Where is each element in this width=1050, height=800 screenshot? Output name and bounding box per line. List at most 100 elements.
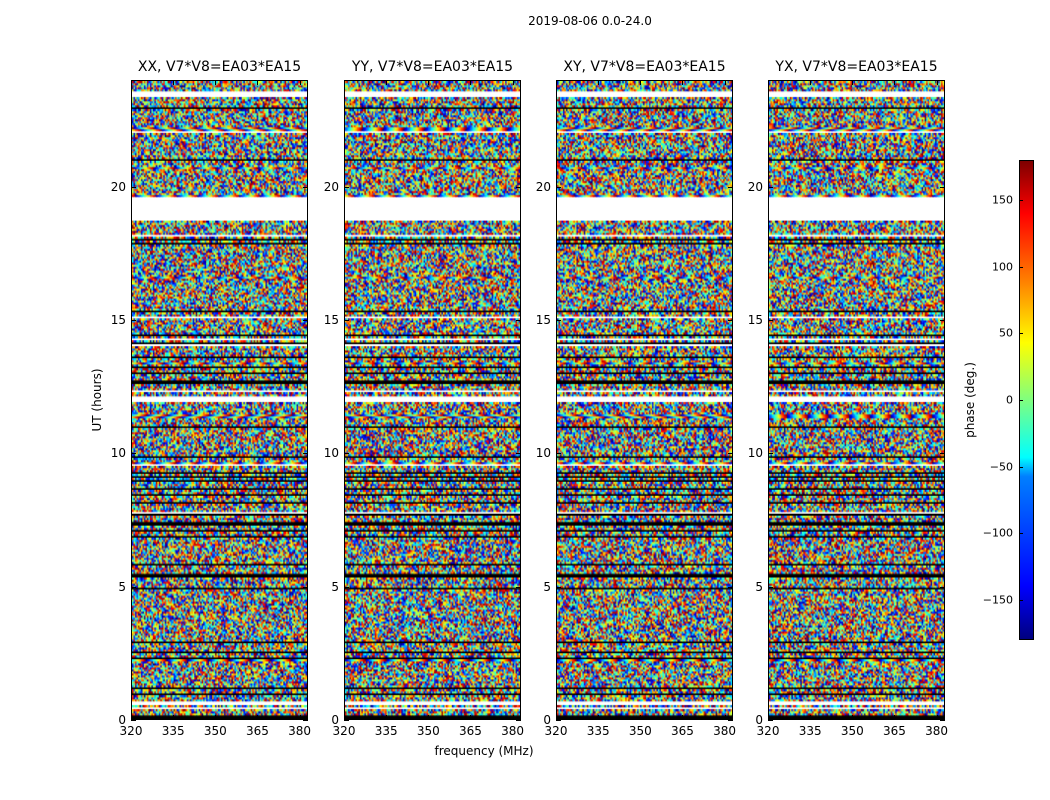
colorbar-tick-mark bbox=[1019, 333, 1023, 335]
x-tick-mark bbox=[512, 80, 514, 85]
y-tick-label: 20 bbox=[110, 179, 126, 194]
y-tick-label: 15 bbox=[323, 313, 339, 327]
y-tick-label: 0 bbox=[118, 713, 126, 727]
x-tick-mark bbox=[852, 80, 854, 85]
x-tick-mark bbox=[810, 715, 812, 720]
y-tick-mark bbox=[516, 453, 521, 455]
y-tick-mark bbox=[940, 320, 945, 321]
x-tick-label: 350 bbox=[840, 724, 864, 738]
x-tick-mark bbox=[299, 715, 301, 720]
x-tick-mark bbox=[556, 80, 557, 85]
y-tick-mark bbox=[131, 720, 136, 721]
y-tick-mark bbox=[344, 320, 349, 321]
x-tick-mark bbox=[299, 80, 301, 85]
y-tick-label: 15 bbox=[747, 313, 763, 327]
x-tick-mark bbox=[852, 715, 854, 720]
x-tick-mark bbox=[556, 715, 557, 720]
panel-title: YY, V7*V8=EA03*EA15 bbox=[351, 59, 514, 75]
y-tick-mark bbox=[768, 320, 773, 321]
y-tick-mark bbox=[303, 720, 308, 721]
heatmap-panel-2 bbox=[344, 80, 521, 720]
x-tick-label: 335 bbox=[586, 724, 610, 738]
x-tick-mark bbox=[724, 715, 726, 720]
heatmap-cells bbox=[132, 81, 307, 719]
y-tick-label: 5 bbox=[755, 579, 763, 594]
x-tick-mark bbox=[173, 80, 175, 85]
y-tick-mark bbox=[303, 320, 308, 321]
x-tick-mark bbox=[344, 715, 345, 720]
y-tick-mark bbox=[303, 453, 308, 455]
y-tick-mark bbox=[556, 320, 561, 321]
heatmap-panel-3 bbox=[556, 80, 733, 720]
x-tick-mark bbox=[810, 80, 812, 85]
y-tick-mark bbox=[344, 720, 349, 721]
y-tick-mark bbox=[344, 586, 349, 588]
x-tick-mark bbox=[428, 80, 430, 85]
heatmap-cells bbox=[557, 81, 732, 719]
colorbar-label: phase (deg.) bbox=[963, 362, 977, 438]
colorbar-tick-mark bbox=[1019, 600, 1023, 601]
colorbar-tick-mark bbox=[1019, 533, 1023, 535]
x-tick-label: 320 bbox=[119, 724, 143, 738]
x-tick-mark bbox=[936, 715, 938, 720]
y-tick-label: 5 bbox=[331, 579, 339, 594]
y-tick-mark bbox=[516, 186, 521, 188]
y-tick-mark bbox=[556, 586, 561, 588]
y-tick-label: 15 bbox=[535, 313, 551, 327]
x-tick-mark bbox=[215, 715, 217, 720]
y-tick-mark bbox=[940, 186, 945, 188]
heatmap-panel-1 bbox=[131, 80, 308, 720]
y-tick-mark bbox=[940, 720, 945, 721]
y-tick-mark bbox=[131, 453, 136, 455]
x-tick-mark bbox=[428, 715, 430, 720]
y-tick-mark bbox=[768, 720, 773, 721]
x-tick-label: 320 bbox=[544, 724, 568, 738]
x-tick-label: 335 bbox=[161, 724, 185, 738]
colorbar-tick-label: −150 bbox=[982, 593, 1013, 607]
x-tick-mark bbox=[257, 715, 259, 720]
y-tick-mark bbox=[768, 453, 773, 455]
x-tick-mark bbox=[344, 80, 345, 85]
x-tick-mark bbox=[512, 715, 514, 720]
colorbar-tick-mark bbox=[1019, 466, 1023, 468]
y-axis-label: UT (hours) bbox=[90, 368, 104, 432]
y-tick-mark bbox=[768, 586, 773, 588]
x-tick-mark bbox=[386, 80, 388, 85]
heatmap-panel-4 bbox=[768, 80, 945, 720]
y-tick-label: 10 bbox=[110, 446, 126, 461]
y-tick-label: 10 bbox=[323, 446, 339, 461]
y-tick-label: 0 bbox=[543, 713, 551, 727]
x-tick-label: 335 bbox=[798, 724, 822, 738]
heatmap-cells bbox=[345, 81, 520, 719]
y-tick-mark bbox=[556, 720, 561, 721]
colorbar-tick-label: −100 bbox=[982, 526, 1013, 540]
y-tick-mark bbox=[556, 186, 561, 188]
x-tick-label: 320 bbox=[756, 724, 780, 738]
heatmap-cells bbox=[769, 81, 944, 719]
x-tick-label: 365 bbox=[458, 724, 482, 738]
x-tick-label: 380 bbox=[713, 724, 737, 738]
x-tick-label: 380 bbox=[501, 724, 525, 738]
y-tick-label: 20 bbox=[747, 179, 763, 194]
y-tick-mark bbox=[303, 586, 308, 588]
x-tick-mark bbox=[386, 715, 388, 720]
y-tick-mark bbox=[131, 186, 136, 188]
x-tick-label: 365 bbox=[670, 724, 694, 738]
colorbar-tick-label: −50 bbox=[989, 460, 1013, 474]
x-tick-label: 350 bbox=[416, 724, 440, 738]
x-tick-mark bbox=[131, 80, 132, 85]
colorbar-tick-mark bbox=[1019, 266, 1023, 268]
x-tick-mark bbox=[215, 80, 217, 85]
x-tick-label: 365 bbox=[882, 724, 906, 738]
y-tick-label: 15 bbox=[110, 313, 126, 327]
colorbar-tick-label: 50 bbox=[999, 326, 1013, 340]
x-tick-label: 350 bbox=[203, 724, 227, 738]
x-tick-label: 380 bbox=[288, 724, 312, 738]
y-tick-label: 0 bbox=[331, 713, 339, 727]
y-tick-label: 20 bbox=[323, 179, 339, 194]
colorbar-tick-label: 150 bbox=[992, 193, 1013, 207]
x-tick-mark bbox=[173, 715, 175, 720]
y-tick-mark bbox=[303, 186, 308, 188]
y-tick-mark bbox=[516, 320, 521, 321]
colorbar-tick-mark bbox=[1019, 200, 1023, 201]
